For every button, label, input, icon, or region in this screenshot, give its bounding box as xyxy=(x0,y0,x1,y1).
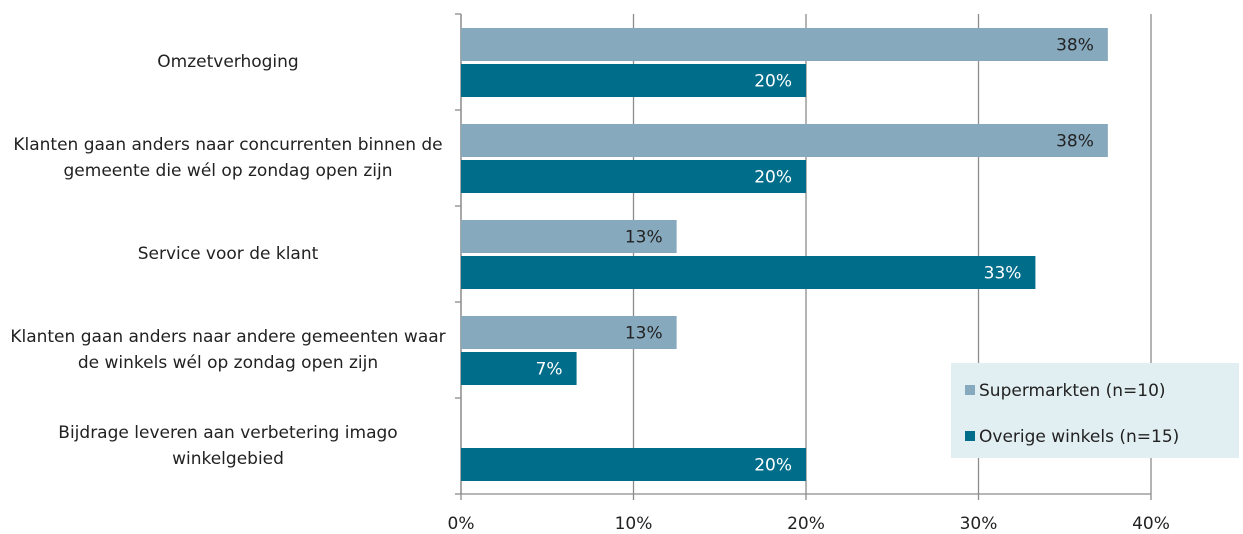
x-tick-label: 10% xyxy=(615,514,653,534)
x-tick-label: 40% xyxy=(1132,514,1170,534)
value-label: 7% xyxy=(536,360,563,380)
legend-swatch xyxy=(965,431,975,441)
value-label: 20% xyxy=(754,168,792,188)
bar xyxy=(461,124,1108,157)
value-label: 38% xyxy=(1056,36,1094,56)
legend-label: Supermarkten (n=10) xyxy=(979,381,1166,401)
value-label: 13% xyxy=(625,228,663,248)
value-label: 20% xyxy=(754,72,792,92)
bar xyxy=(461,220,677,253)
value-label: 20% xyxy=(754,456,792,476)
value-label: 33% xyxy=(984,264,1022,284)
category-label: Omzetverhoging xyxy=(157,52,299,72)
x-tick-label: 0% xyxy=(448,514,475,534)
value-label: 38% xyxy=(1056,132,1094,152)
bar xyxy=(461,64,806,97)
value-label: 13% xyxy=(625,324,663,344)
bar xyxy=(461,28,1108,61)
bar xyxy=(461,316,677,349)
bar xyxy=(461,352,577,385)
bar xyxy=(461,160,806,193)
legend-label: Overige winkels (n=15) xyxy=(979,427,1179,447)
bar xyxy=(461,256,1036,289)
category-label: Klanten gaan anders naar concurrenten bi… xyxy=(13,135,443,181)
category-label: Klanten gaan anders naar andere gemeente… xyxy=(10,327,446,373)
x-tick-label: 30% xyxy=(960,514,998,534)
legend-swatch xyxy=(965,385,975,395)
category-label: Bijdrage leveren aan verbetering imago w… xyxy=(58,423,398,469)
x-tick-label: 20% xyxy=(787,514,825,534)
legend-box xyxy=(951,363,1239,458)
bar xyxy=(461,448,806,481)
category-label: Service voor de klant xyxy=(137,244,319,264)
